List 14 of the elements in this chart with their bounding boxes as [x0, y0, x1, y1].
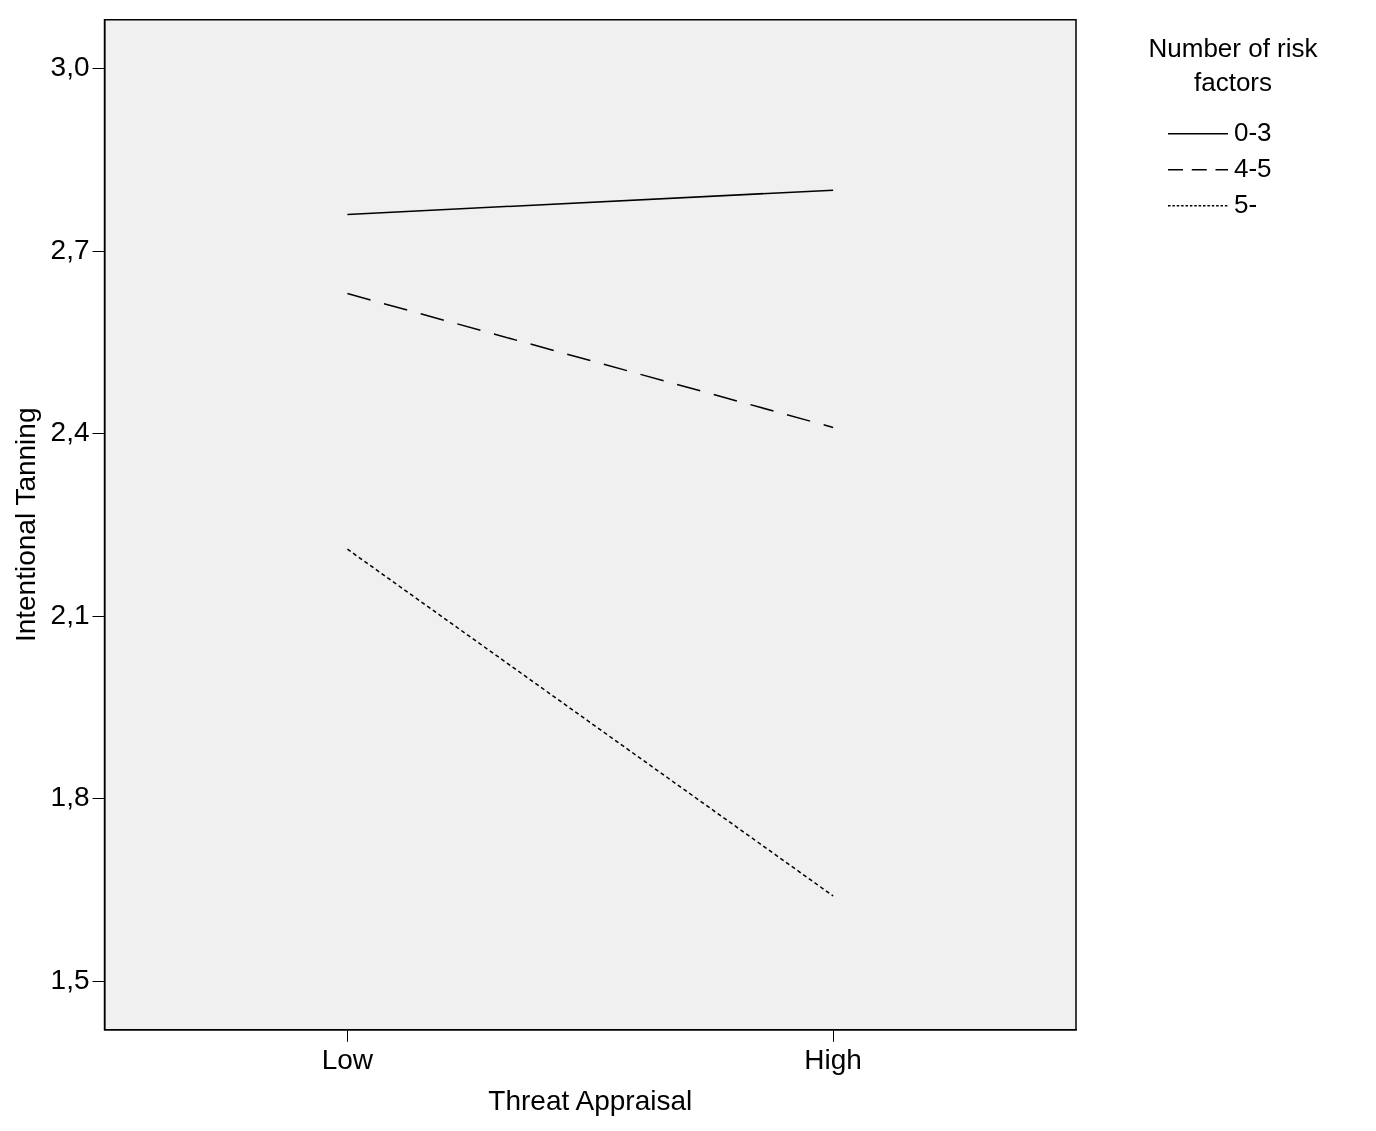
y-tick-label: 2,1 — [50, 598, 90, 630]
legend-label: 4-5 — [1234, 152, 1272, 183]
y-tick-label: 3,0 — [50, 51, 90, 83]
y-tick-label: 2,4 — [50, 416, 90, 448]
legend-label: 0-3 — [1234, 116, 1272, 147]
x-tick-label: Low — [321, 1044, 374, 1076]
y-tick-label: 2,7 — [50, 233, 90, 265]
x-tick-label: High — [804, 1044, 862, 1076]
x-axis-title: Threat Appraisal — [488, 1084, 693, 1116]
y-tick-label: 1,5 — [50, 963, 90, 995]
legend-title: Number of risk factors — [1148, 32, 1319, 97]
y-axis-title: Intentional Tanning — [9, 407, 41, 643]
y-tick-label: 1,8 — [50, 781, 90, 813]
legend-label: 5- — [1234, 188, 1258, 219]
